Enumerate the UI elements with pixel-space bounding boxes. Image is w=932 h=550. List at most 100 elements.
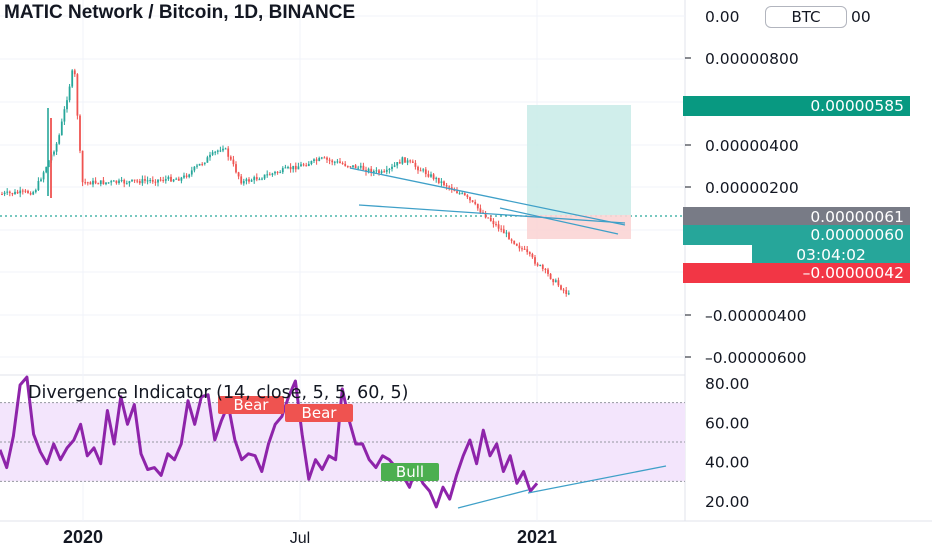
candle xyxy=(536,263,539,266)
candle xyxy=(146,180,149,182)
candle xyxy=(318,157,321,161)
candle xyxy=(549,273,552,280)
candle xyxy=(81,150,84,183)
candle xyxy=(209,154,211,158)
candle xyxy=(414,162,417,167)
candle xyxy=(211,152,214,155)
candle xyxy=(68,86,71,101)
candle xyxy=(526,249,529,253)
candle xyxy=(279,172,282,174)
trendlines xyxy=(349,167,626,235)
candle xyxy=(502,229,505,234)
candle xyxy=(120,180,123,182)
candle xyxy=(419,170,422,172)
last-price-value: 0.00000061 xyxy=(810,208,904,226)
candle xyxy=(445,185,448,187)
candle xyxy=(198,163,201,166)
candle xyxy=(216,150,219,152)
candle xyxy=(396,162,399,166)
axes: 0.00000800 0.00000400 0.00000200 –0.0000040… xyxy=(63,8,871,547)
candle xyxy=(422,169,425,171)
signal-label: Bear xyxy=(285,404,353,422)
countdown-tag: 03:04:02 xyxy=(752,245,910,265)
signal-label-bg xyxy=(381,463,439,481)
candle xyxy=(123,180,126,184)
candle xyxy=(274,171,276,174)
candle xyxy=(224,148,227,150)
candle xyxy=(567,293,570,295)
candle xyxy=(531,254,534,258)
candle xyxy=(521,248,523,250)
candle xyxy=(6,191,9,193)
candle xyxy=(154,181,157,183)
candle xyxy=(448,186,451,188)
candle xyxy=(1,194,3,196)
candle xyxy=(409,160,412,162)
price-axis-label: –0.00000600 xyxy=(705,349,806,367)
candle xyxy=(398,162,401,164)
candle xyxy=(437,177,440,183)
price-axis-label: –0.00000400 xyxy=(705,307,806,325)
candle xyxy=(214,151,217,153)
candle xyxy=(157,179,159,183)
candle xyxy=(53,151,55,155)
candle xyxy=(320,157,323,159)
target-price-value: 0.00000585 xyxy=(810,97,904,115)
price-axis-label: 0.00000800 xyxy=(705,50,799,68)
price-axis-label-top-tail: 00 xyxy=(851,8,871,26)
candle xyxy=(557,280,560,286)
candle xyxy=(206,157,209,163)
trendline-projection xyxy=(499,207,619,235)
candle xyxy=(133,179,136,181)
candle xyxy=(105,182,107,185)
stop-loss-zone xyxy=(527,215,631,239)
candle xyxy=(554,280,557,283)
candle xyxy=(131,179,133,182)
candle xyxy=(411,161,414,163)
price-axis-label-top: 0.00 xyxy=(705,8,740,26)
candle xyxy=(383,171,386,173)
oscillator-trendline xyxy=(527,465,667,494)
candle xyxy=(86,182,89,184)
candle xyxy=(292,165,295,170)
candle xyxy=(344,163,347,166)
candle xyxy=(42,172,45,180)
candle xyxy=(508,232,510,240)
candle xyxy=(497,224,500,229)
candle xyxy=(110,181,113,183)
candle xyxy=(487,217,490,219)
candle xyxy=(523,248,526,250)
candle xyxy=(541,264,544,269)
candle xyxy=(346,165,349,167)
candle xyxy=(3,192,6,195)
candle xyxy=(164,179,167,181)
oscillator-trendline xyxy=(457,489,529,509)
entry-price-value: 0.00000060 xyxy=(810,226,904,244)
candle xyxy=(29,193,32,195)
candle xyxy=(180,177,183,181)
candle xyxy=(435,177,438,180)
candle xyxy=(19,190,22,194)
candle xyxy=(14,191,16,195)
stop-price-tag: –0.00000042 xyxy=(683,263,910,283)
candle xyxy=(515,243,518,246)
candle xyxy=(424,169,427,175)
signal-label: Bear xyxy=(218,396,284,414)
candle xyxy=(11,193,14,195)
candle xyxy=(284,167,287,169)
candle xyxy=(188,174,191,177)
candle xyxy=(370,168,373,173)
candle xyxy=(60,121,63,136)
candle xyxy=(94,180,97,184)
candle xyxy=(307,163,310,167)
candle xyxy=(144,179,146,181)
candle xyxy=(227,148,230,157)
candle xyxy=(440,181,443,183)
candle xyxy=(552,279,555,283)
candle xyxy=(40,179,42,181)
candle xyxy=(331,160,334,163)
candle xyxy=(427,174,430,177)
currency-button[interactable]: BTC xyxy=(765,6,847,28)
candle xyxy=(354,165,357,169)
